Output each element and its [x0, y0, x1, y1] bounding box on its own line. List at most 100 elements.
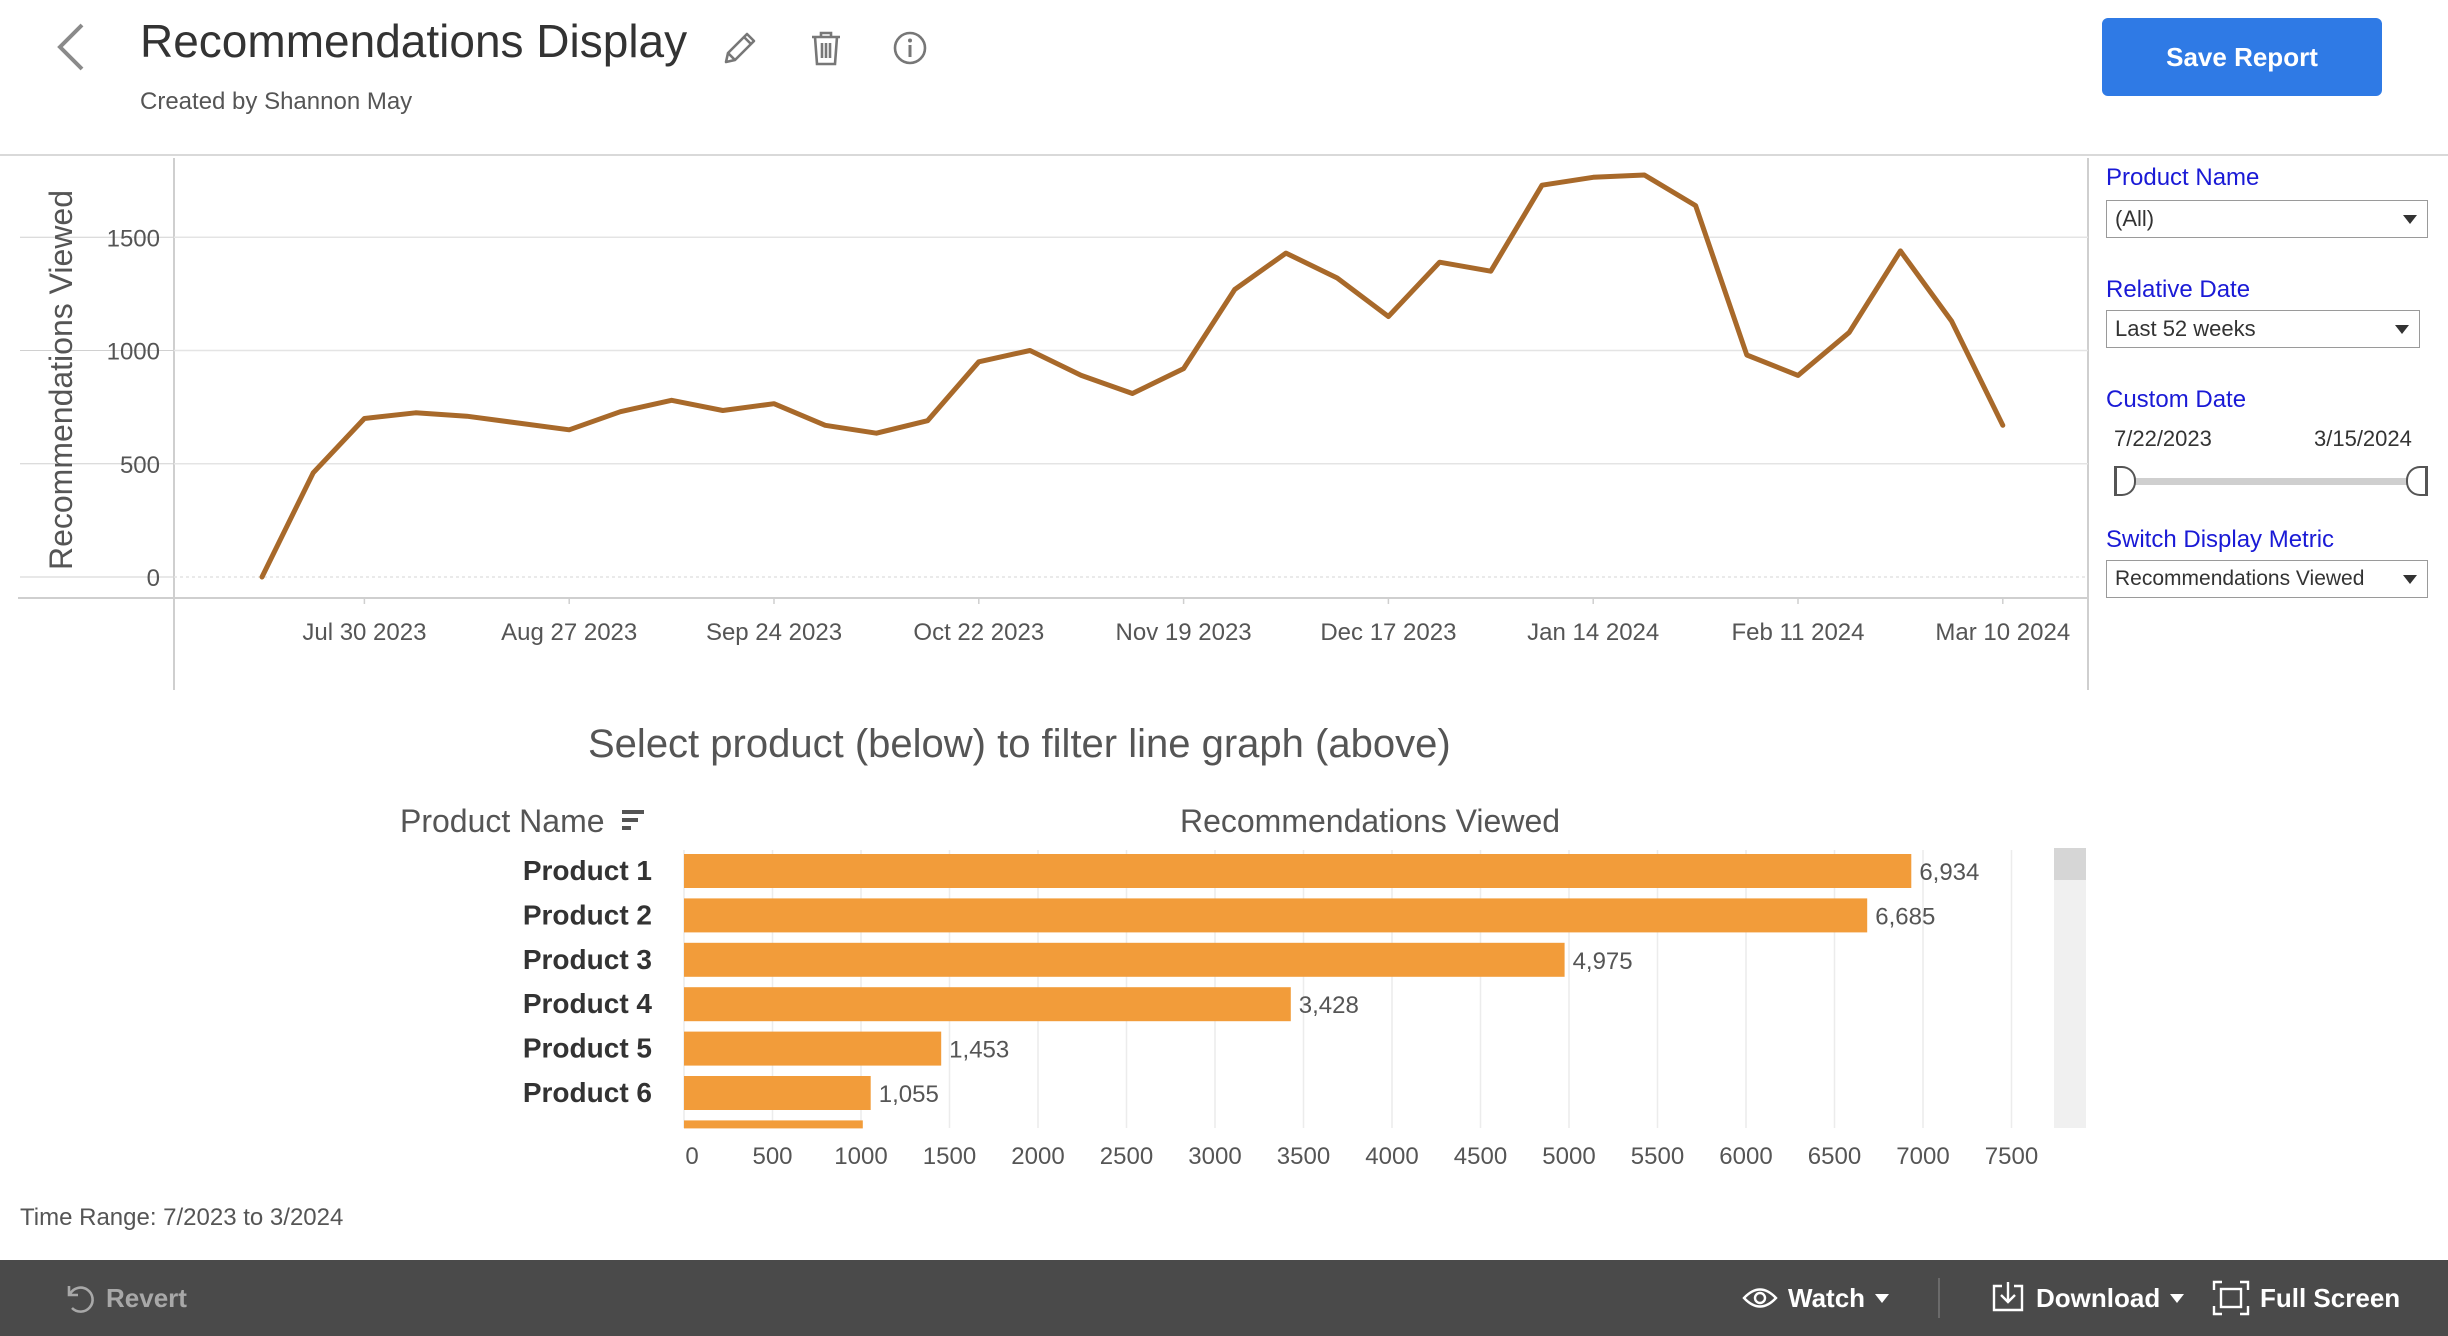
chevron-down-icon [2403, 575, 2417, 584]
revert-label: Revert [106, 1282, 187, 1313]
chevron-down-icon [1875, 1293, 1890, 1303]
line-chart[interactable]: 0 500 1000 1500 Recommendations Viewed Jul 30… [0, 158, 2100, 690]
line-chart-x-tick-label: Aug 27 2023 [501, 619, 637, 646]
bar-chart-x-tick-label: 500 [752, 1143, 792, 1170]
line-chart-x-tick-label: Mar 10 2024 [1935, 619, 2070, 646]
bar-chart-bar[interactable] [684, 1031, 942, 1066]
bar-chart-category-label[interactable]: Product 3 [523, 944, 652, 975]
relative-date-filter-label: Relative Date [2106, 276, 2251, 303]
display-metric-select-value: Recommendations Viewed [2115, 567, 2365, 590]
bar-chart-x-axis-header: Recommendations Viewed [1180, 803, 1560, 839]
bar-chart-bar-partial [684, 1120, 863, 1129]
download-button[interactable]: Download [1990, 1260, 2185, 1336]
bar-chart-x-tick-label: 7000 [1896, 1143, 1949, 1170]
bar-chart-category-label[interactable]: Product 1 [523, 855, 652, 886]
bar-chart-category-label[interactable]: Product 5 [523, 1033, 652, 1064]
bar-chart-x-tick-label: 2000 [1011, 1143, 1064, 1170]
custom-date-filter-label: Custom Date [2106, 386, 2247, 413]
line-chart-x-tick-label: Nov 19 2023 [1116, 619, 1252, 646]
custom-date-slider-end-handle[interactable] [2406, 466, 2428, 496]
bar-chart-value-label: 1,055 [879, 1081, 939, 1108]
bar-chart-value-label: 1,453 [949, 1037, 1009, 1064]
bar-chart-category-header: Product Name [400, 803, 605, 839]
sort-icon-bar [622, 818, 638, 822]
bar-chart-x-tick-label: 4000 [1365, 1143, 1418, 1170]
eye-icon [1742, 1288, 1778, 1308]
line-chart-y-tick-label: 1500 [107, 225, 160, 252]
line-chart-series-line[interactable] [259, 172, 2006, 580]
save-report-button[interactable]: Save Report [2102, 18, 2382, 96]
revert-button[interactable]: Revert [60, 1260, 187, 1336]
product-name-select[interactable]: (All) [2106, 200, 2428, 238]
bar-chart-x-tick-label: 5000 [1542, 1143, 1595, 1170]
bar-chart-bar[interactable] [684, 854, 1912, 888]
full-screen-icon [2212, 1280, 2250, 1316]
undo-icon [67, 1286, 94, 1313]
full-screen-label: Full Screen [2260, 1282, 2401, 1313]
line-chart-y-tick-label: 500 [120, 452, 160, 479]
bar-chart-x-tick-label: 3500 [1277, 1143, 1330, 1170]
line-chart-x-tick-label: Feb 11 2024 [1732, 619, 1865, 646]
page-subtitle: Created by Shannon May [140, 88, 413, 115]
custom-date-slider-track[interactable] [2122, 478, 2410, 485]
bar-chart-x-tick-label: 2500 [1100, 1143, 1153, 1170]
page-title: Recommendations Display [140, 15, 688, 67]
sort-icon-bar [622, 826, 631, 830]
display-metric-select[interactable]: Recommendations Viewed [2106, 560, 2428, 598]
bar-chart-x-tick-label: 6000 [1719, 1143, 1772, 1170]
bar-chart-category-label[interactable]: Product 6 [523, 1077, 652, 1108]
display-metric-filter-label: Switch Display Metric [2106, 526, 2335, 553]
chevron-down-icon [2170, 1293, 2185, 1303]
download-label: Download [2036, 1282, 2161, 1313]
trash-icon[interactable] [802, 24, 850, 72]
bar-chart-x-tick-label: 7500 [1985, 1143, 2038, 1170]
header: Recommendations Display Created by Shann… [0, 0, 2448, 156]
bar-chart-category-label[interactable]: Product 4 [523, 988, 653, 1019]
bar-chart-scrollbar-track[interactable] [2054, 848, 2086, 1128]
bar-chart-value-label: 3,428 [1299, 992, 1359, 1019]
sort-icon-bar [622, 810, 644, 814]
watch-button[interactable]: Watch [1742, 1260, 1890, 1336]
bar-chart-scrollbar-thumb[interactable] [2054, 848, 2086, 880]
line-chart-y-axis-label: Recommendations Viewed [43, 190, 79, 570]
bar-chart-category-label[interactable]: Product 2 [523, 899, 652, 930]
full-screen-button[interactable]: Full Screen [2212, 1260, 2400, 1336]
relative-date-select-value: Last 52 weeks [2115, 316, 2256, 341]
bar-chart-bar[interactable] [684, 1076, 871, 1110]
line-chart-x-tick-label: Dec 17 2023 [1320, 619, 1456, 646]
bar-chart-bar[interactable] [684, 898, 1868, 933]
footer-toolbar: Revert Watch Download Full Screen [0, 1260, 2448, 1336]
line-chart-y-tick-label: 0 [147, 565, 160, 592]
bar-chart-bar[interactable] [684, 942, 1565, 977]
download-icon [1992, 1282, 2024, 1312]
bar-chart-title: Select product (below) to filter line gr… [588, 722, 1451, 766]
info-icon[interactable] [886, 24, 934, 72]
chevron-down-icon [2403, 215, 2417, 224]
bar-chart-x-tick-label: 4500 [1454, 1143, 1507, 1170]
bar-chart-x-tick-label: 6500 [1808, 1143, 1861, 1170]
line-chart-y-tick-label: 1000 [107, 339, 160, 366]
line-chart-x-tick-label: Jul 30 2023 [302, 619, 426, 646]
bar-chart-x-tick-label: 0 [685, 1143, 698, 1170]
time-range-caption: Time Range: 7/2023 to 3/2024 [20, 1204, 344, 1231]
custom-date-end: 3/15/2024 [2314, 426, 2412, 451]
chevron-down-icon [2395, 325, 2409, 334]
bar-chart[interactable]: Product Name Recommendations Viewed 0 500 10… [380, 790, 2100, 1180]
bar-chart-x-tick-label: 5500 [1631, 1143, 1684, 1170]
pencil-icon[interactable] [716, 24, 764, 72]
product-name-select-value: (All) [2115, 206, 2155, 231]
line-chart-x-tick-label: Jan 14 2024 [1527, 619, 1659, 646]
custom-date-slider-start-handle[interactable] [2114, 466, 2136, 496]
bar-chart-value-label: 6,685 [1875, 903, 1935, 930]
line-chart-x-tick-label: Sep 24 2023 [706, 619, 842, 646]
bar-chart-x-tick-label: 1000 [834, 1143, 887, 1170]
custom-date-start: 7/22/2023 [2114, 426, 2212, 451]
footer-divider [1938, 1278, 1940, 1318]
line-chart-x-tick-label: Oct 22 2023 [913, 619, 1044, 646]
back-chevron-icon[interactable] [48, 16, 94, 78]
bar-chart-bar[interactable] [684, 987, 1291, 1022]
sort-icon[interactable] [622, 810, 644, 830]
relative-date-select[interactable]: Last 52 weeks [2106, 310, 2420, 348]
watch-label: Watch [1788, 1282, 1866, 1313]
bar-chart-value-label: 4,975 [1573, 948, 1633, 975]
